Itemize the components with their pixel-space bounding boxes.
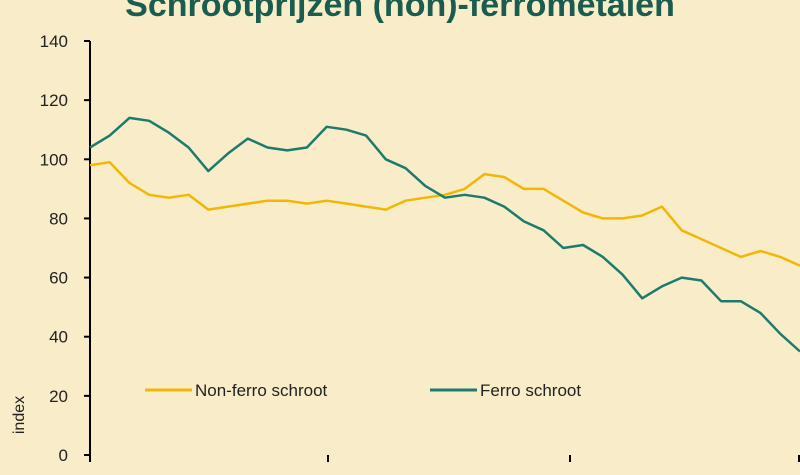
y-axis-label: index: [11, 396, 28, 434]
legend-label: Ferro schroot: [480, 381, 581, 400]
legend-label: Non-ferro schroot: [195, 381, 328, 400]
chart-title: Schrootprijzen (non)-ferrometalen: [125, 0, 675, 24]
y-tick-label: 140: [40, 32, 68, 51]
y-tick-label: 20: [49, 387, 68, 406]
y-tick-label: 100: [40, 150, 68, 169]
series-line: [89, 116, 800, 353]
y-tick-label: 120: [40, 91, 68, 110]
y-tick-label: 40: [49, 328, 68, 347]
y-tick-label: 0: [59, 446, 68, 465]
y-tick-label: 60: [49, 269, 68, 288]
series-line: [89, 160, 800, 267]
y-tick-label: 80: [49, 209, 68, 228]
